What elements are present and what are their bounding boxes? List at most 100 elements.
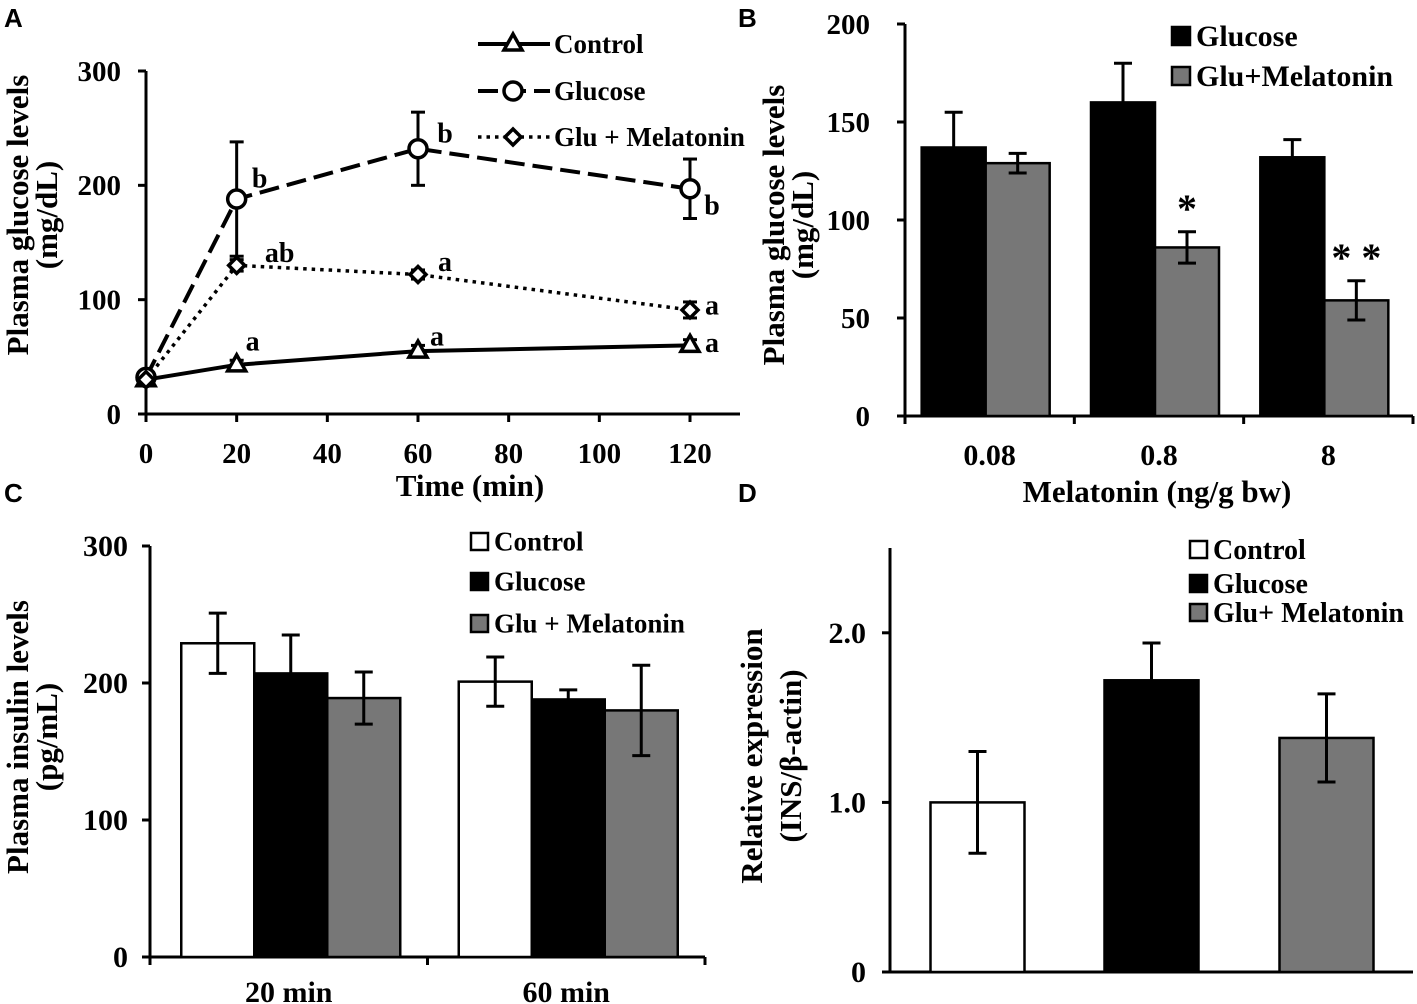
x-tick-label: 8	[1321, 439, 1336, 472]
error-bar	[354, 670, 373, 726]
y-axis-label: Relative expression	[734, 628, 769, 883]
significance-label: a	[430, 322, 444, 353]
legend-swatch	[469, 531, 490, 552]
significance-label: a	[438, 247, 452, 278]
significance-label: a	[246, 326, 260, 357]
data-point-control	[224, 351, 249, 373]
error-bar	[1347, 279, 1366, 322]
legend-label: Control	[1213, 535, 1306, 566]
y-tick-label: 0	[113, 941, 128, 974]
x-tick-label: 20	[222, 438, 251, 470]
y-axis-label: Plasma glucose levels	[756, 85, 791, 366]
y-tick-label: 200	[827, 9, 871, 41]
y-tick-label: 300	[78, 56, 122, 88]
y-tick-label: 200	[78, 170, 122, 202]
legend-label: Glu+ Melatonin	[1213, 598, 1404, 629]
data-point-glu-melatonin	[679, 299, 701, 321]
bar-glu-melatonin	[1153, 246, 1221, 418]
legend-swatch	[1188, 539, 1209, 560]
significance-label: b	[704, 190, 720, 221]
bar-control	[457, 680, 533, 959]
bar-control	[180, 642, 256, 959]
legend-label: Control	[494, 527, 584, 557]
y-tick-label: 100	[827, 205, 871, 237]
error-bar	[281, 633, 300, 714]
bar-glucose	[1103, 679, 1200, 974]
x-axis-label: Melatonin (ng/g bw)	[1023, 474, 1292, 509]
legend-swatch	[1170, 25, 1192, 47]
legend-swatch	[1188, 602, 1209, 623]
y-tick-label: 100	[83, 804, 128, 837]
x-tick-label: 60 min	[522, 976, 610, 1004]
significance-label: b	[252, 164, 268, 195]
legend: Glucose Glu+Melatonin	[1170, 20, 1393, 93]
y-tick-label: 150	[827, 107, 871, 139]
y-axis-label: (mg/dL)	[29, 161, 64, 270]
legend-marker	[501, 30, 525, 52]
legend-label: Glucose	[1196, 20, 1298, 53]
panel-b: B 0 50 100 150 200 Plasma glucose levels(mg/dL…	[738, 3, 1415, 509]
data-point-control	[678, 331, 702, 354]
panel-d: D 0 1.0 2.0 Relative expression (INS/β-actin)…	[734, 478, 1413, 989]
y-tick-label: 0	[856, 401, 871, 433]
legend-label: Glu + Melatonin	[554, 122, 745, 152]
data-point-glucose	[679, 178, 701, 200]
x-tick-label: 0.08	[963, 439, 1016, 472]
bar-glucose	[253, 672, 329, 959]
legend: Control Glucose Glu + Melatonin	[478, 29, 745, 152]
x-tick-label: 80	[494, 438, 523, 470]
error-bar	[486, 655, 505, 708]
bar-glucose	[1259, 156, 1326, 418]
bar-glucose	[1089, 101, 1157, 418]
legend-label: Glu + Melatonin	[494, 609, 685, 639]
y-tick-label: 50	[841, 303, 870, 335]
error-bar	[944, 110, 963, 185]
legend-swatch	[469, 571, 490, 592]
bar-glu-melatonin	[984, 161, 1051, 418]
y-tick-label: 300	[83, 530, 128, 563]
legend-swatch	[1188, 573, 1209, 594]
series-line-control	[145, 343, 691, 382]
legend-label: Glucose	[554, 76, 646, 106]
x-tick-label: 40	[313, 438, 342, 470]
legend-swatch	[469, 613, 490, 634]
legend-label: Control	[554, 29, 644, 59]
error-bar	[1114, 61, 1132, 144]
bar-control	[929, 801, 1026, 974]
bar-glu-melatonin	[326, 696, 402, 959]
error-bar	[968, 750, 987, 855]
error-bar	[632, 663, 651, 758]
significance-label: *	[1177, 186, 1197, 231]
legend: Control Glucose Glu + Melatonin	[469, 527, 685, 639]
data-point-glu-melatonin	[226, 254, 248, 276]
data-point-glucose	[407, 137, 429, 160]
y-tick-label: 0	[107, 399, 122, 431]
panel-label: B	[738, 3, 757, 33]
significance-label: * *	[1331, 235, 1381, 280]
legend-label: Glu+Melatonin	[1196, 60, 1393, 93]
y-tick-label: 2.0	[829, 617, 867, 650]
significance-label: b	[437, 118, 453, 149]
legend-swatch	[1170, 65, 1192, 87]
legend-label: Glucose	[1213, 569, 1308, 600]
x-tick-label: 120	[668, 438, 712, 470]
panel-c: C 0 100 200 300 Plasma insulin levels(pg/mL) 2…	[0, 478, 707, 1004]
y-tick-label: 0	[851, 956, 866, 989]
x-tick-label: 0	[139, 438, 154, 470]
x-tick-label: 0.8	[1140, 439, 1178, 472]
y-axis-label: Plasma insulin levels	[0, 600, 35, 874]
error-bar	[1317, 692, 1336, 784]
series-line-glucose	[144, 146, 691, 379]
panel-label: D	[738, 478, 757, 508]
data-point-glucose	[225, 188, 248, 210]
x-tick-label: 20 min	[245, 976, 333, 1004]
y-tick-label: 100	[78, 285, 122, 317]
x-axis-label: Time (min)	[396, 468, 544, 503]
legend-marker	[502, 80, 524, 102]
error-bar	[1283, 138, 1302, 177]
y-axis-label: Plasma glucose levels	[0, 75, 35, 356]
data-point-glu-melatonin	[407, 264, 429, 285]
